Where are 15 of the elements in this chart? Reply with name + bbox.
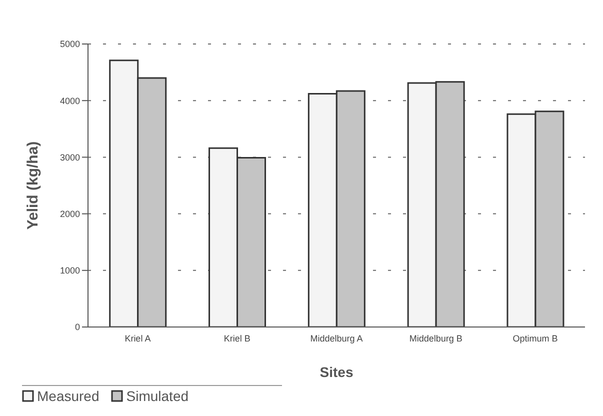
y-tick-label: 0 xyxy=(74,322,80,332)
y-axis-title: Yelid (kg/ha) xyxy=(24,141,42,230)
y-tick-label: 3000 xyxy=(60,152,80,162)
x-axis-title: Sites xyxy=(320,364,354,380)
y-tick-label: 5000 xyxy=(60,39,80,50)
y-tick-label: 4000 xyxy=(60,96,80,106)
x-tick-label: Kriel A xyxy=(124,333,151,344)
x-tick-label: Optimum B xyxy=(512,333,558,344)
x-tick-label: Kriel B xyxy=(224,333,250,344)
y-tick-label: 1000 xyxy=(60,266,80,276)
y-tick-label: 2000 xyxy=(60,208,80,219)
legend-label: Measured xyxy=(37,388,100,404)
x-tick-label: Middelburg B xyxy=(409,333,462,344)
x-tick-label: Middelburg A xyxy=(310,333,363,344)
legend-label: Simulated xyxy=(126,388,189,404)
